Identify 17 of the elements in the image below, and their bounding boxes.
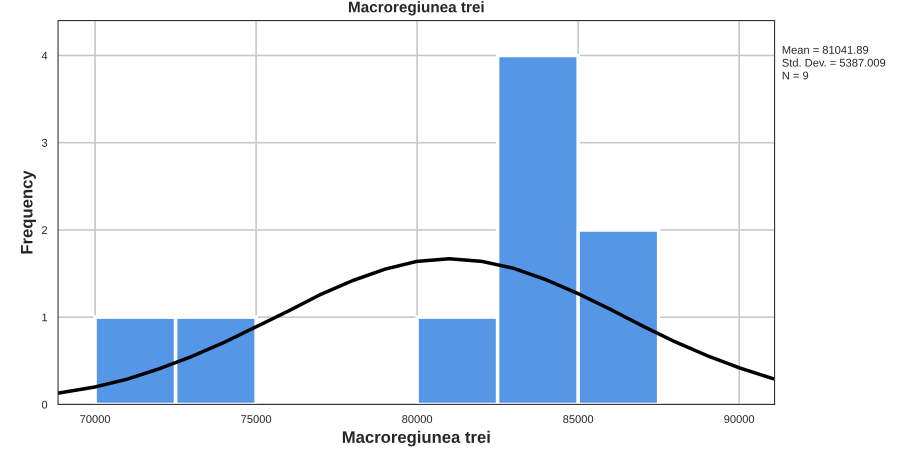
text: Mean = 81041.89 [782, 46, 868, 54]
x-tick-label: 90000 [724, 415, 754, 424]
x-tick-label: 80000 [402, 415, 432, 424]
y-tick-label: 3 [42, 138, 48, 147]
x-tick-label: 70000 [80, 415, 110, 424]
x-axis-title: Macroregiunea trei [342, 430, 490, 446]
text: Std. Dev. = 5387.009 [782, 58, 886, 67]
text: N = 9 [782, 72, 808, 80]
y-tick-label: 0 [42, 400, 48, 409]
x-tick-label: 75000 [241, 415, 272, 424]
y-tick-label: 1 [42, 314, 48, 322]
y-axis-title: Frequency [20, 170, 36, 254]
x-tick-label: 85000 [563, 415, 594, 424]
line-series [58, 257, 775, 395]
y-tick-label: 4 [42, 52, 48, 60]
y-tick-label: 2 [42, 226, 48, 234]
chart-title: Macroregiunea trei [348, 1, 484, 16]
